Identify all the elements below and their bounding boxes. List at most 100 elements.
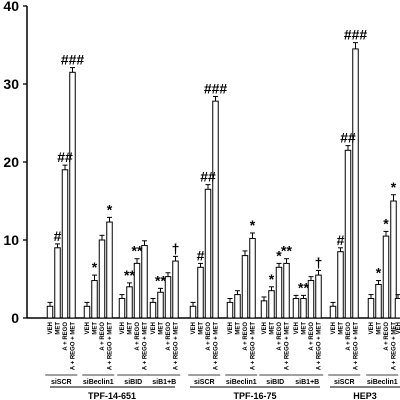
treatment-label: MET	[92, 322, 98, 335]
sirna-label: siBID	[124, 379, 142, 386]
significance-mark: **	[281, 243, 292, 259]
treatment-label: A + REGO	[309, 322, 315, 351]
treatment-label: A + REGO	[346, 322, 352, 351]
cell-line-label: TPF-16-75	[233, 391, 276, 400]
bars-layer	[46, 42, 400, 319]
significance-mark: ##	[57, 149, 73, 165]
bar	[283, 262, 290, 319]
significance-mark: **	[155, 272, 166, 288]
labels-layer: VEH#MET##A + REGO###A + REGO + METsiSCRV…	[45, 27, 400, 400]
significance-mark: †	[315, 254, 323, 270]
bar	[106, 221, 113, 319]
bar	[352, 48, 359, 319]
y-tick-label: 40	[3, 0, 19, 14]
bar	[83, 305, 91, 319]
bar	[268, 290, 275, 319]
bar	[382, 235, 390, 319]
bar	[133, 262, 141, 319]
bar	[344, 149, 352, 319]
bar	[315, 274, 322, 319]
significance-mark: #	[54, 228, 62, 244]
treatment-label: A + REGO + MET	[213, 322, 219, 370]
significance-mark: ###	[204, 80, 228, 96]
bar	[394, 298, 400, 319]
significance-mark: **	[132, 243, 143, 259]
bar	[69, 71, 76, 319]
sirna-label: siBeclin1	[367, 379, 398, 386]
treatment-label: A + REGO	[166, 322, 172, 351]
bar	[141, 244, 148, 319]
treatment-label: VEH	[369, 322, 375, 334]
bar	[234, 294, 241, 319]
significance-mark: ##	[340, 130, 356, 146]
bar	[164, 276, 172, 319]
significance-mark: *	[391, 179, 397, 195]
bar	[367, 298, 375, 319]
bar	[375, 283, 382, 319]
significance-mark: *	[376, 265, 382, 281]
bar	[249, 237, 256, 319]
bar	[275, 266, 283, 319]
treatment-label: A + REGO	[277, 322, 283, 351]
bar	[189, 305, 197, 319]
bar	[292, 298, 300, 319]
treatment-label: MET	[235, 322, 241, 335]
treatment-label: VEH	[151, 322, 157, 334]
significance-mark: **	[298, 279, 309, 295]
treatment-label: A + REGO + MET	[107, 322, 113, 370]
y-tick-label: 20	[3, 154, 19, 170]
treatment-label: A + REGO + MET	[142, 322, 148, 370]
treatment-label: A + REGO + MET	[391, 322, 397, 370]
bar	[126, 286, 133, 319]
sirna-label: siBeclin1	[226, 379, 257, 386]
bar	[337, 251, 344, 319]
treatment-label: MET	[198, 322, 204, 335]
bar	[260, 300, 268, 319]
treatment-label: MET	[158, 322, 164, 335]
treatment-label: A + REGO	[100, 322, 106, 351]
treatment-label: A + REGO + MET	[70, 322, 76, 370]
sirna-label: siSCR	[194, 379, 215, 386]
bar	[118, 298, 126, 319]
significance-mark: *	[269, 271, 275, 287]
bar	[61, 169, 69, 319]
bar	[212, 100, 219, 319]
sirna-label: siB1+B	[152, 379, 176, 386]
sirna-label: siBeclin1	[83, 379, 114, 386]
significance-mark: *	[276, 247, 282, 263]
treatment-label: A + REGO + MET	[173, 322, 179, 370]
treatment-label: A + REGO + MET	[353, 322, 359, 370]
treatment-label: MET	[55, 322, 61, 335]
treatment-label: VEH	[262, 322, 268, 334]
treatment-label: VEH	[120, 322, 126, 334]
bar	[46, 305, 54, 319]
treatment-label: A + REGO + MET	[316, 322, 322, 370]
significance-mark: #	[337, 232, 345, 248]
significance-mark: *	[383, 215, 389, 231]
treatment-label: A + REGO	[63, 322, 69, 351]
treatment-label: VEH	[85, 322, 91, 334]
treatment-label: A + REGO	[135, 322, 141, 351]
y-tick-label: 0	[11, 310, 19, 326]
treatment-label: MET	[338, 322, 344, 335]
bar	[149, 301, 157, 319]
y-tick-label: 10	[3, 232, 19, 248]
bar	[54, 247, 61, 319]
treatment-label: A + REGO	[384, 322, 390, 351]
significance-mark: *	[250, 217, 256, 233]
bar	[226, 301, 234, 319]
treatment-label: A + REGO	[206, 322, 212, 351]
bar	[91, 280, 98, 319]
bar	[307, 280, 315, 319]
treatment-label: MET	[301, 322, 307, 335]
treatment-label: A + REGO + MET	[284, 322, 290, 370]
bar	[300, 298, 307, 319]
treatment-label: A + REGO + MET	[250, 322, 256, 370]
treatment-label: MET	[376, 322, 382, 335]
treatment-label: VEH	[191, 322, 197, 334]
treatment-label: A + REGO	[243, 322, 249, 351]
y-tick-label: 30	[3, 76, 19, 92]
treatment-label: VEH	[331, 322, 337, 334]
treatment-label: MET	[127, 322, 133, 335]
